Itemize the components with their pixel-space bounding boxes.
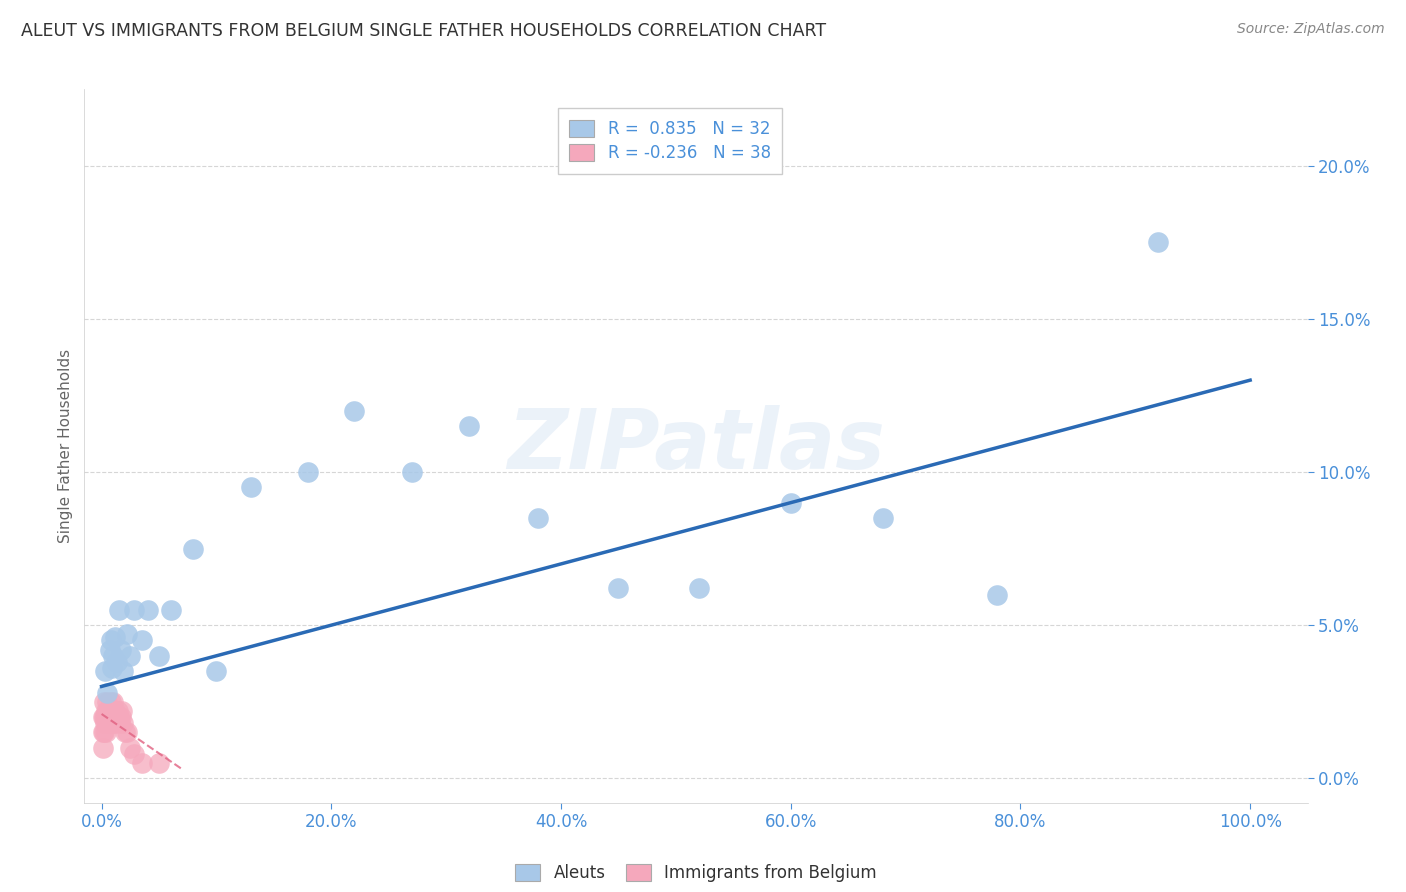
Legend: Aleuts, Immigrants from Belgium: Aleuts, Immigrants from Belgium: [509, 857, 883, 889]
Point: [100, 710, 122, 724]
Point: [872, 511, 894, 525]
Point: [115, 725, 138, 739]
Point: [122, 747, 145, 761]
Point: [96, 725, 118, 739]
Point: [98, 710, 121, 724]
Point: [688, 582, 710, 596]
Point: [148, 756, 170, 770]
Point: [97, 710, 120, 724]
Point: [104, 631, 127, 645]
Point: [159, 603, 181, 617]
Point: [101, 710, 124, 724]
Point: [120, 648, 142, 663]
Point: [94, 710, 117, 724]
Point: [97, 704, 120, 718]
Point: [96, 695, 118, 709]
Point: [183, 541, 205, 556]
Point: [98, 716, 121, 731]
Point: [205, 664, 228, 678]
Text: ALEUT VS IMMIGRANTS FROM BELGIUM SINGLE FATHER HOUSEHOLDS CORRELATION CHART: ALEUT VS IMMIGRANTS FROM BELGIUM SINGLE …: [21, 22, 827, 40]
Point: [108, 716, 131, 731]
Point: [107, 704, 129, 718]
Point: [104, 704, 127, 718]
Point: [94, 716, 117, 731]
Point: [91, 710, 114, 724]
Point: [458, 419, 481, 434]
Point: [297, 465, 319, 479]
Y-axis label: Single Father Households: Single Father Households: [58, 349, 73, 543]
Point: [104, 716, 127, 731]
Point: [93, 710, 115, 724]
Point: [527, 511, 550, 525]
Point: [93, 695, 115, 709]
Point: [103, 710, 125, 724]
Point: [101, 704, 124, 718]
Point: [108, 603, 131, 617]
Point: [343, 404, 366, 418]
Point: [111, 704, 134, 718]
Point: [401, 465, 423, 479]
Point: [101, 695, 124, 709]
Point: [607, 582, 630, 596]
Point: [96, 710, 118, 724]
Point: [101, 716, 124, 731]
Point: [148, 648, 170, 663]
Point: [1147, 235, 1170, 250]
Point: [91, 740, 114, 755]
Point: [120, 740, 142, 755]
Point: [108, 710, 131, 724]
Point: [101, 648, 124, 663]
Text: ZIPatlas: ZIPatlas: [508, 406, 884, 486]
Point: [94, 664, 117, 678]
Point: [115, 627, 138, 641]
Point: [239, 480, 262, 494]
Point: [114, 725, 136, 739]
Point: [112, 664, 135, 678]
Point: [779, 496, 801, 510]
Point: [98, 642, 121, 657]
Point: [112, 716, 135, 731]
Point: [986, 588, 1008, 602]
Point: [131, 756, 153, 770]
Point: [110, 710, 132, 724]
Point: [110, 642, 132, 657]
Point: [93, 725, 115, 739]
Point: [100, 695, 122, 709]
Point: [122, 603, 145, 617]
Text: Source: ZipAtlas.com: Source: ZipAtlas.com: [1237, 22, 1385, 37]
Point: [100, 633, 122, 648]
Point: [136, 603, 159, 617]
Point: [131, 633, 153, 648]
Point: [105, 710, 128, 724]
Point: [91, 725, 114, 739]
Point: [105, 655, 128, 669]
Point: [96, 685, 118, 699]
Point: [101, 661, 124, 675]
Point: [96, 704, 118, 718]
